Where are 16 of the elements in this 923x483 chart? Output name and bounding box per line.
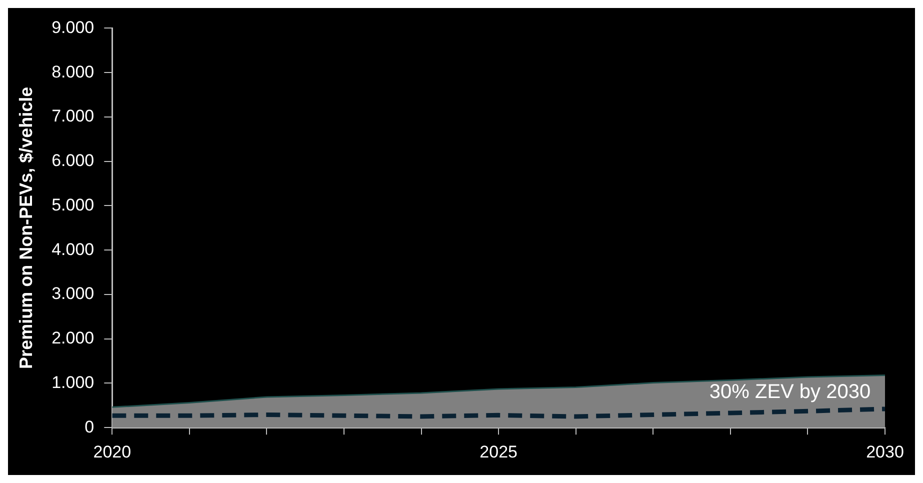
line-series	[112, 406, 885, 419]
y-tick-label: 9.000	[52, 18, 94, 37]
x-tick-label: 2025	[480, 442, 518, 462]
y-tick-label: 7.000	[52, 106, 94, 126]
annotation: 30% ZEV by 2030	[709, 381, 871, 404]
y-tick-label: 1.000	[52, 372, 94, 392]
y-tick-label: 6.000	[52, 151, 94, 170]
y-tick-label: 5.000	[52, 195, 94, 214]
y-tick-label: 2.000	[52, 328, 94, 348]
x-tick-label: 2020	[93, 442, 132, 462]
y-tick-label: 3.000	[52, 284, 94, 304]
x-tick-label: 2030	[866, 442, 904, 462]
y-tick-label: 4.000	[52, 240, 94, 259]
y-tick-label: 0	[84, 417, 94, 436]
y-axis-title: Premium on Non-PEVs, $/vehicle	[16, 86, 36, 369]
y-tick-label: 8.000	[52, 62, 94, 82]
